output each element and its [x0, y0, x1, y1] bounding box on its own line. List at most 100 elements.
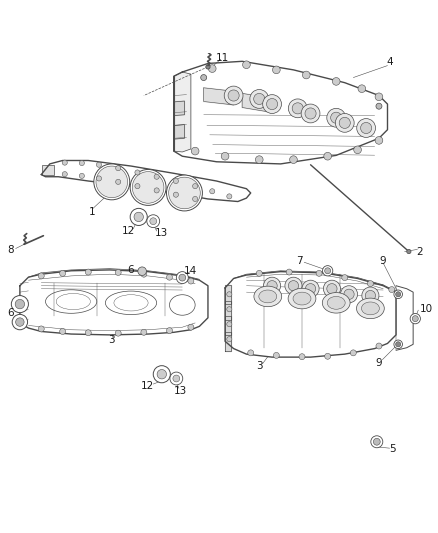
Circle shape — [173, 192, 178, 197]
Ellipse shape — [259, 290, 277, 303]
Circle shape — [138, 267, 146, 276]
Circle shape — [201, 75, 207, 80]
Circle shape — [290, 156, 297, 164]
Circle shape — [60, 270, 66, 276]
Circle shape — [362, 287, 379, 304]
Circle shape — [85, 330, 91, 336]
Circle shape — [227, 306, 232, 312]
Circle shape — [179, 274, 186, 281]
Circle shape — [285, 277, 302, 294]
Circle shape — [206, 64, 210, 69]
Circle shape — [115, 330, 121, 336]
Circle shape — [376, 343, 382, 349]
Circle shape — [250, 90, 268, 108]
Ellipse shape — [327, 296, 345, 309]
Circle shape — [150, 218, 157, 224]
Circle shape — [188, 324, 194, 330]
Circle shape — [394, 290, 403, 298]
Circle shape — [354, 146, 361, 154]
Text: 11: 11 — [216, 53, 230, 63]
Text: 6: 6 — [7, 308, 14, 318]
Circle shape — [358, 85, 366, 93]
Text: 2: 2 — [416, 247, 423, 256]
Text: 13: 13 — [173, 386, 187, 397]
Text: 10: 10 — [420, 304, 433, 314]
Text: 1: 1 — [89, 207, 96, 217]
Circle shape — [166, 328, 173, 334]
Polygon shape — [174, 101, 184, 116]
Circle shape — [169, 177, 200, 209]
Circle shape — [228, 90, 239, 101]
Text: 6: 6 — [127, 265, 134, 275]
Circle shape — [12, 314, 28, 330]
Polygon shape — [225, 301, 231, 319]
Circle shape — [264, 277, 281, 294]
Circle shape — [153, 366, 170, 383]
Circle shape — [373, 438, 380, 445]
Circle shape — [407, 249, 411, 254]
Text: 9: 9 — [379, 256, 386, 266]
Ellipse shape — [361, 302, 379, 315]
Circle shape — [227, 337, 232, 342]
Circle shape — [96, 162, 102, 167]
Polygon shape — [225, 332, 231, 351]
Circle shape — [11, 296, 28, 313]
Circle shape — [79, 160, 85, 166]
Circle shape — [412, 316, 418, 321]
Circle shape — [116, 179, 121, 184]
Polygon shape — [225, 272, 396, 357]
Circle shape — [191, 147, 199, 155]
Circle shape — [323, 280, 340, 297]
Polygon shape — [174, 125, 184, 139]
Circle shape — [305, 108, 316, 119]
Circle shape — [243, 61, 250, 69]
Circle shape — [302, 280, 319, 297]
Text: 5: 5 — [389, 444, 396, 454]
Text: 4: 4 — [386, 57, 393, 67]
Circle shape — [141, 271, 147, 277]
Circle shape — [342, 274, 348, 280]
Text: 8: 8 — [7, 245, 14, 255]
Circle shape — [340, 286, 357, 303]
Circle shape — [38, 326, 44, 332]
Circle shape — [62, 172, 67, 177]
Circle shape — [85, 269, 91, 275]
Circle shape — [94, 164, 130, 200]
Circle shape — [38, 273, 44, 279]
Circle shape — [301, 104, 320, 123]
Circle shape — [79, 173, 85, 179]
Circle shape — [193, 196, 198, 201]
Text: 12: 12 — [141, 381, 154, 391]
Circle shape — [193, 183, 198, 189]
Circle shape — [96, 166, 127, 198]
Bar — [42, 165, 53, 175]
Circle shape — [332, 78, 340, 85]
Polygon shape — [225, 316, 231, 335]
Circle shape — [344, 289, 354, 300]
Circle shape — [327, 108, 346, 127]
Circle shape — [170, 372, 183, 385]
Circle shape — [115, 270, 121, 276]
Circle shape — [273, 352, 279, 358]
Ellipse shape — [357, 298, 384, 319]
Circle shape — [135, 170, 140, 175]
Text: 12: 12 — [122, 227, 135, 237]
Circle shape — [227, 194, 232, 199]
Circle shape — [327, 284, 337, 294]
Circle shape — [157, 369, 166, 379]
Text: 14: 14 — [184, 266, 198, 276]
Circle shape — [256, 270, 262, 276]
Polygon shape — [41, 160, 251, 201]
Circle shape — [367, 280, 373, 287]
Circle shape — [267, 280, 277, 291]
Circle shape — [96, 176, 102, 181]
Circle shape — [263, 95, 282, 114]
Ellipse shape — [293, 292, 311, 305]
Circle shape — [410, 313, 420, 324]
Circle shape — [210, 189, 215, 194]
Text: 13: 13 — [155, 228, 169, 238]
Circle shape — [134, 212, 143, 222]
Polygon shape — [225, 285, 231, 304]
Circle shape — [173, 179, 178, 183]
Ellipse shape — [254, 286, 282, 306]
